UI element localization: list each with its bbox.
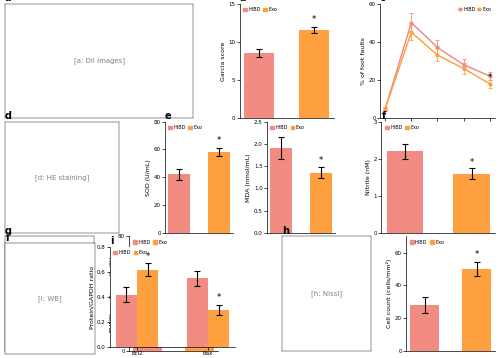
Bar	[186, 279, 208, 347]
Bar	[208, 310, 230, 347]
Text: *: *	[319, 156, 323, 165]
Bar	[270, 148, 292, 233]
Bar	[299, 30, 330, 118]
Bar	[186, 289, 214, 351]
Text: [h: Nissl]: [h: Nissl]	[311, 290, 342, 297]
Text: [i: WB]: [i: WB]	[38, 296, 62, 302]
Bar	[134, 262, 162, 351]
Text: *: *	[470, 158, 474, 167]
Y-axis label: % of foot faults: % of foot faults	[361, 37, 366, 85]
Bar	[310, 173, 332, 233]
Y-axis label: Protein/GAPDH ratio: Protein/GAPDH ratio	[90, 266, 94, 329]
Y-axis label: SOD (U/mL): SOD (U/mL)	[146, 159, 151, 195]
Text: b: b	[240, 0, 246, 3]
Y-axis label: TUNEL positive cells (%): TUNEL positive cells (%)	[110, 256, 116, 332]
Text: d: d	[5, 111, 12, 121]
Legend: HIBD, Exo: HIBD, Exo	[384, 124, 420, 131]
Y-axis label: Nitrite (nM): Nitrite (nM)	[366, 159, 371, 195]
Y-axis label: Cell count (cells/mm²): Cell count (cells/mm²)	[386, 259, 392, 328]
Legend: HIBD, Exo: HIBD, Exo	[408, 239, 445, 246]
Bar	[116, 295, 137, 347]
Legend: HIBD, Exo: HIBD, Exo	[457, 6, 492, 13]
Text: g: g	[5, 226, 12, 236]
Text: *: *	[198, 270, 202, 279]
Bar	[244, 53, 274, 118]
Text: c: c	[380, 0, 386, 3]
Text: *: *	[217, 136, 221, 145]
Bar	[137, 270, 158, 347]
Y-axis label: Garcia score: Garcia score	[220, 41, 226, 81]
Text: e: e	[165, 111, 172, 121]
Bar	[208, 152, 230, 233]
Legend: HIBD, Exo: HIBD, Exo	[168, 124, 203, 131]
Bar	[410, 305, 439, 351]
Text: [a: DiI images]: [a: DiI images]	[74, 58, 124, 64]
Text: i: i	[110, 236, 114, 246]
Text: [g: TUNEL]: [g: TUNEL]	[30, 290, 68, 297]
Text: f: f	[382, 111, 386, 121]
Text: i: i	[5, 233, 8, 243]
Text: a: a	[5, 0, 12, 3]
Text: *: *	[488, 73, 492, 82]
Text: *: *	[216, 293, 221, 302]
Text: h: h	[282, 226, 289, 236]
Legend: HIBD, Exo: HIBD, Exo	[132, 239, 168, 246]
Legend: HIBD, Exo: HIBD, Exo	[112, 250, 149, 256]
Bar	[453, 174, 490, 233]
Text: *: *	[312, 15, 316, 24]
Text: [d: HE staining]: [d: HE staining]	[34, 174, 89, 180]
Y-axis label: MDA (nmol/mL): MDA (nmol/mL)	[246, 153, 252, 202]
Bar	[168, 174, 190, 233]
Text: *: *	[474, 250, 479, 259]
Bar	[386, 151, 424, 233]
Text: *: *	[146, 252, 150, 261]
Legend: HIBD, Exo: HIBD, Exo	[242, 6, 279, 13]
Legend: HIBD, Exo: HIBD, Exo	[270, 124, 306, 131]
Bar	[462, 269, 491, 351]
